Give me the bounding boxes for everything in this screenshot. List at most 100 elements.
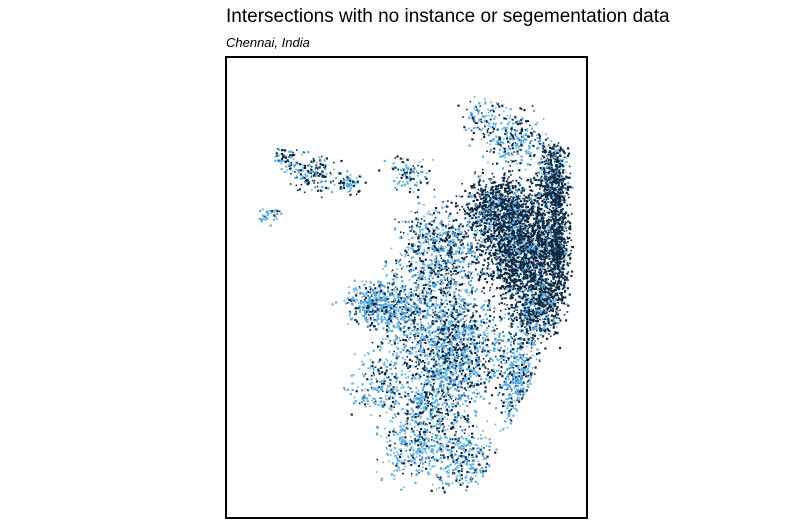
intersection-point bbox=[521, 225, 524, 228]
intersection-point bbox=[544, 201, 547, 203]
intersection-point bbox=[558, 149, 561, 152]
intersection-point bbox=[506, 264, 509, 266]
intersection-point bbox=[550, 240, 553, 242]
intersection-point bbox=[543, 252, 546, 255]
intersection-point bbox=[505, 260, 508, 263]
intersection-point bbox=[387, 310, 389, 313]
intersection-point bbox=[435, 239, 438, 242]
intersection-point bbox=[543, 256, 545, 259]
intersection-point bbox=[497, 273, 499, 275]
intersection-point bbox=[516, 229, 519, 232]
intersection-point bbox=[427, 232, 430, 235]
intersection-point bbox=[481, 270, 483, 273]
intersection-point bbox=[510, 244, 513, 246]
intersection-point bbox=[415, 217, 418, 220]
intersection-point bbox=[512, 322, 515, 325]
intersection-point bbox=[497, 208, 500, 211]
intersection-point bbox=[541, 203, 544, 206]
intersection-point bbox=[540, 182, 543, 185]
intersection-point bbox=[477, 199, 479, 201]
intersection-point bbox=[496, 262, 499, 265]
intersection-point bbox=[493, 221, 495, 223]
intersection-point bbox=[424, 224, 427, 227]
intersection-point bbox=[550, 175, 553, 179]
intersection-point bbox=[394, 367, 397, 370]
intersection-point bbox=[515, 196, 518, 199]
intersection-point bbox=[417, 284, 420, 286]
intersection-point bbox=[553, 303, 556, 306]
intersection-point bbox=[511, 289, 513, 291]
intersection-point bbox=[517, 295, 520, 297]
intersection-point bbox=[442, 260, 445, 262]
intersection-point bbox=[544, 149, 547, 152]
intersection-point bbox=[533, 267, 535, 269]
intersection-point bbox=[489, 213, 492, 216]
intersection-point bbox=[436, 211, 439, 214]
intersection-point bbox=[542, 335, 545, 338]
intersection-point bbox=[548, 253, 551, 255]
intersection-point bbox=[555, 314, 557, 316]
intersection-point bbox=[499, 248, 502, 251]
intersection-point bbox=[528, 306, 530, 309]
intersection-point bbox=[559, 162, 561, 165]
intersection-point bbox=[484, 232, 487, 235]
intersection-point bbox=[497, 244, 501, 247]
intersection-point bbox=[491, 203, 494, 206]
intersection-point bbox=[566, 287, 569, 290]
intersection-point bbox=[542, 306, 545, 309]
intersection-point bbox=[516, 291, 519, 295]
intersection-point bbox=[513, 192, 516, 195]
intersection-point bbox=[556, 167, 559, 169]
intersection-point bbox=[459, 241, 462, 243]
intersection-point bbox=[446, 286, 449, 289]
intersection-point bbox=[433, 242, 436, 244]
intersection-point bbox=[424, 236, 427, 239]
intersection-point bbox=[435, 347, 438, 350]
intersection-point bbox=[505, 208, 508, 210]
intersection-point bbox=[453, 233, 456, 236]
intersection-point bbox=[557, 190, 559, 193]
intersection-point bbox=[449, 253, 452, 256]
intersection-point bbox=[566, 176, 569, 179]
intersection-point bbox=[550, 162, 553, 165]
intersection-point bbox=[433, 244, 436, 247]
intersection-point bbox=[519, 209, 521, 211]
intersection-point bbox=[410, 256, 413, 259]
intersection-point bbox=[524, 326, 526, 328]
intersection-point bbox=[503, 288, 506, 290]
intersection-point bbox=[517, 233, 519, 235]
intersection-point bbox=[546, 246, 549, 249]
intersection-point bbox=[513, 258, 516, 261]
intersection-point bbox=[534, 292, 537, 295]
intersection-point bbox=[406, 295, 408, 298]
intersection-point bbox=[474, 212, 477, 215]
intersection-point bbox=[552, 174, 554, 176]
intersection-point bbox=[521, 267, 525, 270]
intersection-point bbox=[545, 230, 548, 232]
intersection-point bbox=[497, 228, 500, 231]
intersection-point bbox=[509, 219, 511, 221]
intersection-point bbox=[516, 268, 518, 271]
intersection-point bbox=[552, 151, 555, 154]
intersection-point bbox=[560, 211, 563, 214]
intersection-point bbox=[486, 191, 489, 193]
intersection-point bbox=[506, 226, 509, 229]
intersection-point bbox=[545, 193, 548, 197]
intersection-point bbox=[457, 229, 460, 232]
intersection-point bbox=[536, 175, 539, 177]
intersection-point bbox=[389, 340, 392, 342]
intersection-point bbox=[525, 214, 528, 217]
intersection-point bbox=[543, 293, 546, 296]
intersection-point bbox=[354, 313, 356, 316]
intersection-point bbox=[511, 208, 514, 211]
intersection-point bbox=[503, 293, 505, 295]
intersection-point bbox=[471, 226, 473, 228]
intersection-point bbox=[555, 145, 557, 148]
intersection-point bbox=[433, 271, 436, 274]
intersection-point bbox=[519, 176, 521, 179]
intersection-point bbox=[555, 259, 557, 261]
intersection-point bbox=[415, 282, 417, 284]
intersection-point bbox=[420, 267, 423, 270]
intersection-point bbox=[487, 239, 490, 242]
intersection-point bbox=[551, 166, 553, 168]
